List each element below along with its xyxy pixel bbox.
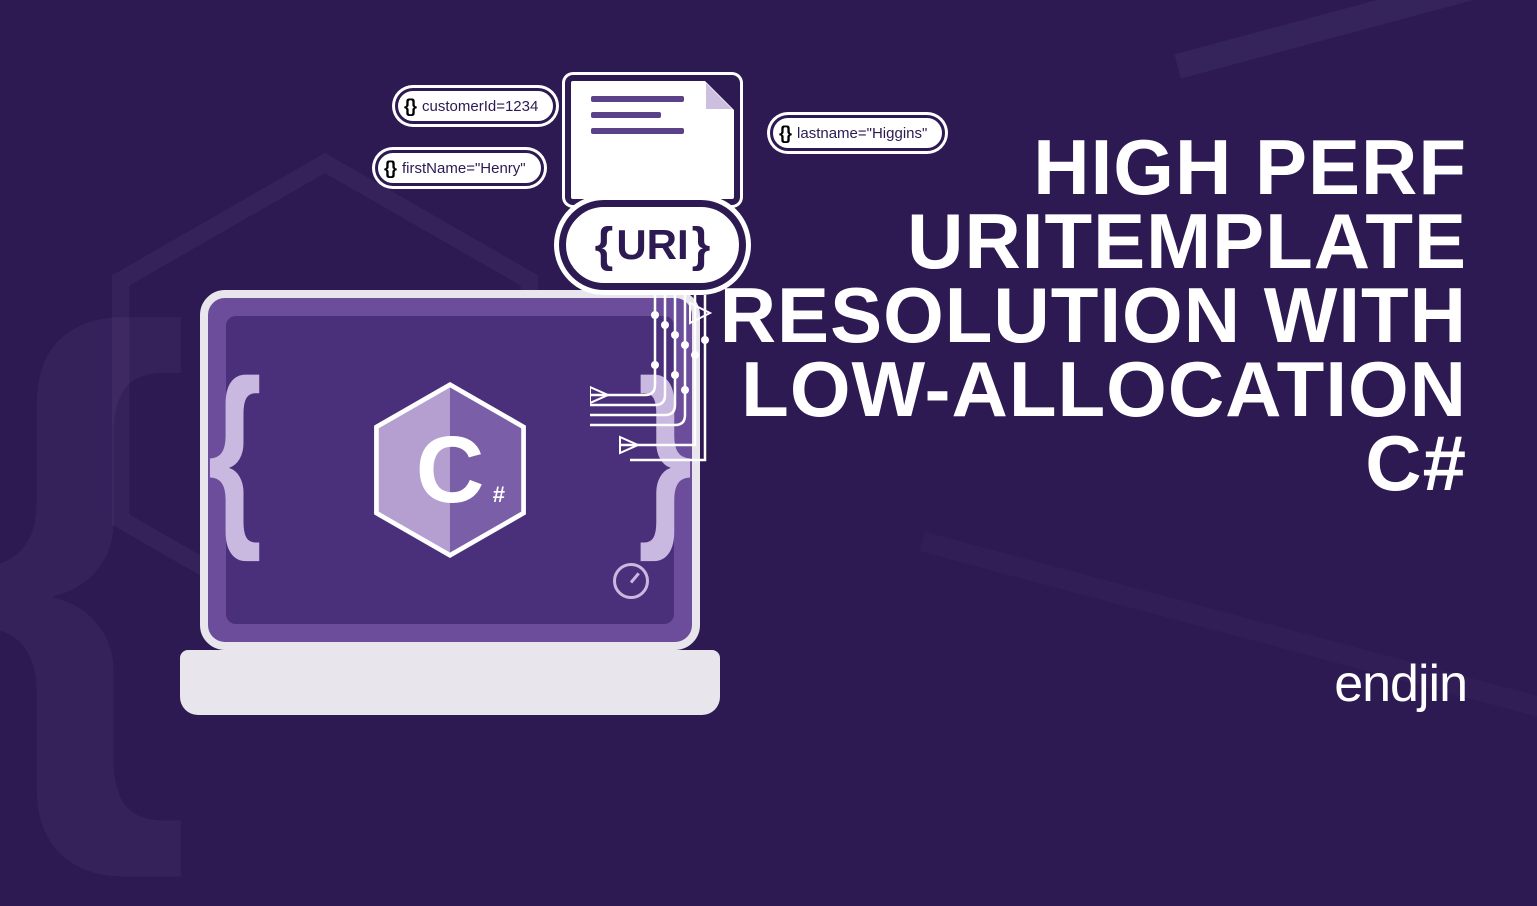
document-graphic: { URI } [565, 75, 740, 305]
brace-icon: { } [779, 123, 789, 144]
title-line: C# [720, 426, 1467, 500]
parameter-tag: { } firstName="Henry" [375, 150, 544, 186]
circuit-graphic [590, 295, 750, 515]
gauge-icon [613, 563, 649, 599]
csharp-c-letter: C [416, 416, 485, 525]
uri-badge: { URI } [559, 200, 746, 290]
brace-right-icon: } [692, 218, 711, 273]
uri-label: URI [616, 221, 688, 269]
brace-icon: { } [404, 96, 414, 117]
tag-text: customerId=1234 [422, 98, 538, 115]
brace-left-icon: { [595, 218, 614, 273]
document-page [565, 75, 740, 205]
parameter-tag: { } lastname="Higgins" [770, 115, 945, 151]
main-title: HIGH PERF URITEMPLATE RESOLUTION WITH LO… [720, 130, 1467, 500]
laptop-base [180, 650, 720, 715]
title-line: LOW-ALLOCATION [720, 352, 1467, 426]
parameter-tag: { } customerId=1234 [395, 88, 556, 124]
csharp-hexagon: C # [370, 380, 530, 560]
bg-line-decoration [873, 532, 1537, 906]
csharp-hash: # [493, 482, 505, 508]
tag-text: lastname="Higgins" [797, 125, 927, 142]
brand-logo: endjin [1334, 654, 1467, 714]
title-line: URITEMPLATE [720, 204, 1467, 278]
title-line: RESOLUTION WITH [720, 278, 1467, 352]
tag-text: firstName="Henry" [402, 160, 526, 177]
document-lines [591, 96, 684, 144]
brace-left-icon: { [208, 337, 262, 567]
brace-icon: { } [384, 158, 394, 179]
bg-brace-decoration: { [0, 200, 194, 890]
